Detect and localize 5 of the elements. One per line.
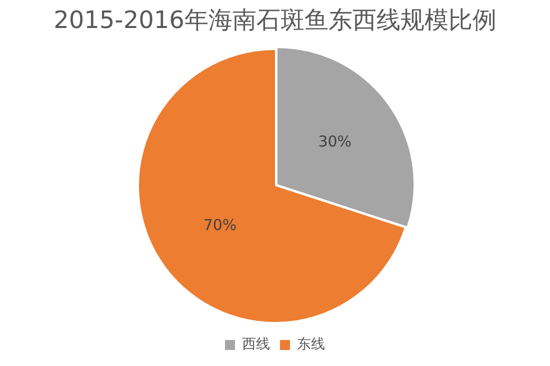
legend-label: 东线 [297, 336, 325, 353]
legend-label: 西线 [242, 336, 270, 353]
data-label: 30% [318, 132, 352, 150]
data-label: 70% [203, 216, 237, 234]
chart-title: 2015-2016年海南石斑鱼东西线规模比例 [52, 5, 498, 36]
